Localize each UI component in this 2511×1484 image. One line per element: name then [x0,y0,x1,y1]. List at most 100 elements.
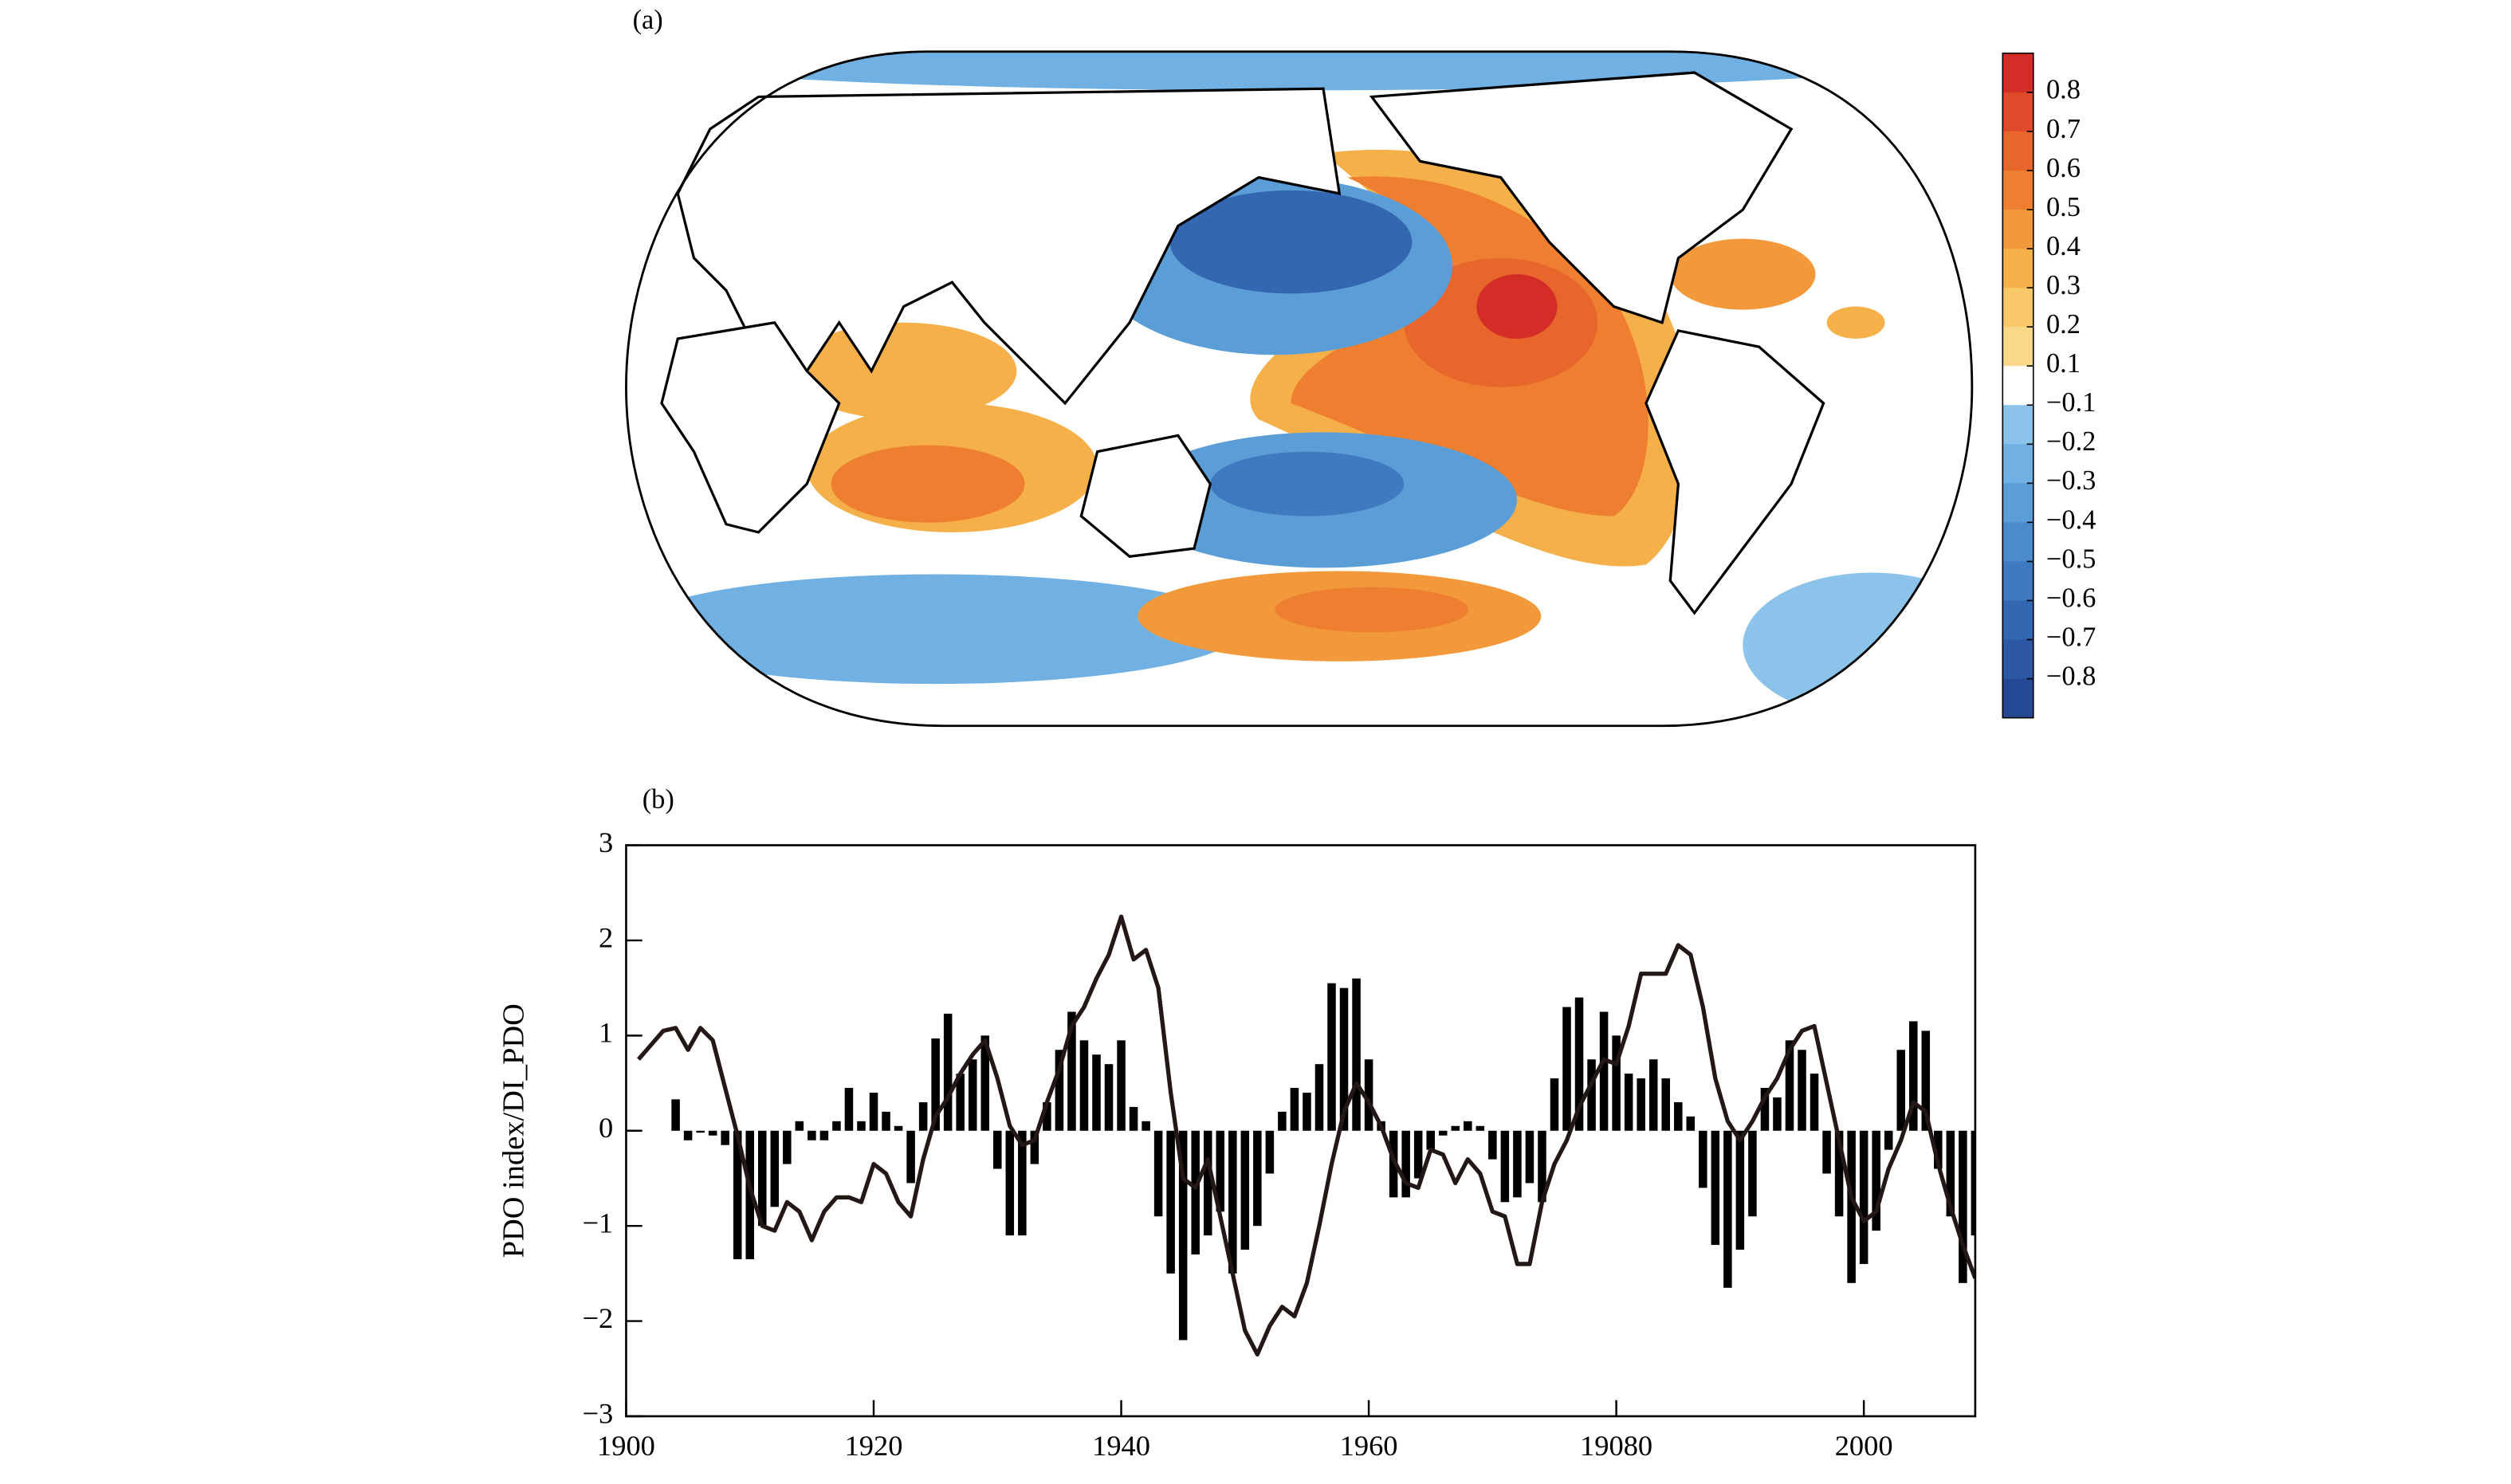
bar [1464,1121,1472,1131]
bar [1352,978,1361,1131]
colorbar-label: −0.1 [2046,387,2096,418]
bar [1822,1130,1831,1174]
bar [1896,1050,1905,1131]
bar [770,1130,780,1207]
bar [869,1092,878,1131]
colorbar-swatch [2002,639,2034,680]
bar [1624,1074,1633,1131]
bar [1785,1040,1794,1131]
colorbar-swatch [2002,522,2034,563]
colorbar-label: 0.3 [2046,270,2081,300]
colorbar-swatch [2002,288,2034,328]
bar [1959,1130,1967,1283]
colorbar-swatch [2002,405,2034,445]
land [660,321,841,534]
bar [1129,1106,1138,1131]
bar [1550,1078,1559,1131]
bar [1265,1130,1275,1174]
bar [1562,1007,1571,1131]
x-tick-label: 1960 [1340,1430,1398,1462]
bar [721,1130,729,1145]
y-tick-label: 2 [599,921,613,953]
bar [1290,1088,1299,1131]
bar [980,1035,990,1131]
bar [1673,1101,1683,1131]
bar [1030,1130,1039,1164]
colorbar-swatch [2002,600,2034,641]
bar [733,1130,742,1259]
bar [968,1059,977,1131]
bar [1005,1130,1015,1236]
bar [1686,1116,1696,1131]
bar [1142,1121,1150,1131]
colorbar-label: −0.5 [2046,544,2096,574]
colorbar-swatch [2002,209,2034,249]
bar [1043,1101,1051,1131]
bar [1104,1064,1114,1131]
bar [894,1125,903,1131]
bar [1934,1130,1943,1169]
bar [1488,1130,1497,1160]
bar [1847,1130,1856,1283]
bar [783,1130,792,1164]
land [1079,434,1212,558]
colorbar-label: 0.1 [2046,348,2081,379]
colorbar-label: −0.7 [2046,622,2096,652]
bar [1971,1130,1975,1236]
bar [1401,1130,1410,1198]
panel-label: (a) [633,5,663,35]
bar [1117,1040,1126,1131]
colorbar-swatch [2002,170,2034,210]
bar [1476,1125,1485,1131]
bar [808,1130,816,1140]
bar [1748,1130,1757,1217]
colorbar-swatch [2002,131,2034,171]
bar [1908,1021,1918,1131]
bar [1079,1040,1089,1131]
bar [1661,1078,1670,1131]
bar [993,1130,1002,1169]
bar [1711,1130,1720,1246]
bar [1216,1130,1225,1212]
bar [1834,1130,1844,1217]
bar [1426,1130,1435,1150]
bar [857,1121,866,1131]
bar [696,1130,705,1133]
bar [1599,1011,1609,1131]
land [1369,71,1794,324]
colorbar-swatch [2002,53,2034,93]
bar [1513,1130,1522,1198]
colorbar-swatch [2002,92,2034,132]
bar [1178,1130,1188,1341]
bar [1773,1097,1782,1131]
bar [1303,1092,1311,1131]
bar [844,1088,854,1131]
bar [1859,1130,1869,1264]
colorbar-swatch [2002,249,2034,289]
bar [1327,983,1336,1131]
bar [1735,1130,1745,1250]
bar [1648,1059,1658,1131]
bar [1314,1064,1324,1131]
bar [918,1101,928,1131]
bar [708,1130,717,1136]
x-tick-label: 19080 [1580,1430,1652,1462]
bar [819,1130,829,1140]
y-tick-label: 1 [599,1017,613,1049]
colorbar-label: −0.3 [2046,465,2096,496]
bar [1203,1130,1212,1236]
plot-frame [625,844,1977,1418]
bar [1723,1130,1732,1288]
map [625,50,1974,728]
bar [1574,997,1584,1131]
bar [1525,1130,1534,1184]
y-tick-label: −3 [583,1397,614,1429]
bar [1438,1130,1448,1136]
bar [906,1130,915,1184]
bar [795,1121,804,1131]
x-tick-label: 1920 [845,1430,903,1462]
y-tick-label: −2 [583,1302,614,1334]
bar [1612,1035,1621,1131]
colorbar-swatch [2002,483,2034,523]
